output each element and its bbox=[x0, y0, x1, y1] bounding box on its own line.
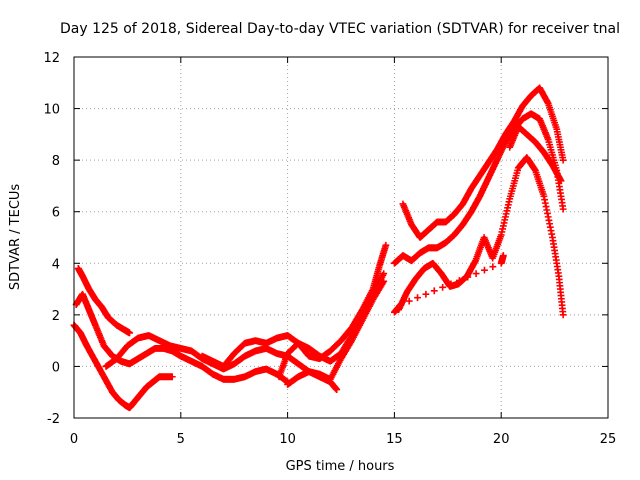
series-track-g bbox=[284, 277, 388, 388]
y-tick-label: 0 bbox=[52, 360, 60, 375]
data-point bbox=[464, 273, 472, 281]
x-tick-label: 5 bbox=[177, 432, 185, 447]
series-track-a bbox=[70, 321, 176, 412]
data-point bbox=[559, 311, 567, 319]
data-point bbox=[557, 177, 565, 185]
y-tick-label: 6 bbox=[52, 206, 60, 221]
data-point bbox=[380, 270, 388, 277]
data-point bbox=[405, 297, 413, 305]
data-point bbox=[489, 263, 497, 271]
grid bbox=[74, 57, 608, 418]
data-point bbox=[422, 290, 430, 298]
data-point bbox=[397, 301, 405, 308]
data-point bbox=[430, 287, 438, 295]
x-tick-label: 10 bbox=[279, 432, 296, 447]
y-axis-title: SDTVAR / TECUs bbox=[8, 184, 23, 291]
series-track-k bbox=[506, 123, 565, 185]
y-tick-label: 8 bbox=[52, 154, 60, 169]
data-point bbox=[439, 283, 447, 291]
data-point bbox=[380, 277, 388, 285]
y-tick-labels: -2 0 2 4 6 8 10 12 bbox=[43, 51, 60, 427]
data-point bbox=[499, 252, 507, 259]
tick-marks bbox=[73, 56, 609, 419]
y-tick-label: 12 bbox=[43, 51, 60, 66]
x-tick-label: 15 bbox=[386, 432, 403, 447]
series-scattered bbox=[391, 252, 507, 316]
data-point bbox=[472, 270, 480, 277]
series-track-j bbox=[395, 154, 567, 319]
y-tick-label: 10 bbox=[43, 103, 60, 118]
data-point bbox=[559, 156, 567, 164]
series-track-e bbox=[198, 241, 390, 370]
data-point bbox=[126, 329, 133, 337]
x-tick-label: 20 bbox=[493, 432, 510, 447]
data-point bbox=[481, 266, 488, 274]
x-tick-labels: 0 5 10 15 20 25 bbox=[70, 432, 616, 447]
series-track-c bbox=[74, 265, 133, 337]
data-point bbox=[168, 373, 176, 381]
series-track-b bbox=[72, 290, 291, 386]
y-tick-label: 4 bbox=[52, 257, 60, 272]
data-points bbox=[70, 84, 567, 412]
series-track-h bbox=[399, 84, 567, 241]
chart-title: Day 125 of 2018, Sidereal Day-to-day VTE… bbox=[60, 21, 620, 37]
data-point bbox=[414, 294, 421, 302]
data-point bbox=[455, 277, 463, 284]
y-tick-label: 2 bbox=[52, 309, 60, 324]
data-point bbox=[382, 241, 390, 249]
plot-frame bbox=[73, 56, 609, 419]
data-point bbox=[333, 386, 341, 394]
x-tick-label: 25 bbox=[600, 432, 617, 447]
data-point bbox=[559, 205, 567, 213]
data-point bbox=[447, 280, 455, 288]
x-tick-label: 0 bbox=[70, 432, 78, 447]
x-axis-title: GPS time / hours bbox=[286, 459, 395, 474]
y-tick-label: -2 bbox=[47, 412, 60, 427]
